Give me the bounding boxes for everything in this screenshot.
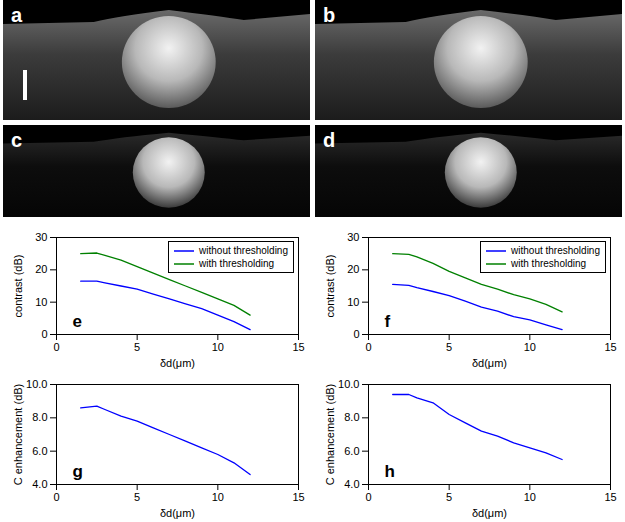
svg-text:g: g [73,462,83,481]
svg-text:20: 20 [35,263,47,275]
svg-text:5: 5 [446,341,452,353]
svg-text:4.0: 4.0 [344,478,359,490]
svg-text:5: 5 [134,341,140,353]
svg-text:8.0: 8.0 [32,411,47,423]
svg-text:c: c [11,129,22,151]
svg-text:5: 5 [446,491,452,503]
svg-text:δd(μm): δd(μm) [472,357,507,369]
svg-text:4.0: 4.0 [32,478,47,490]
svg-text:δd(μm): δd(μm) [160,507,195,519]
svg-text:C enhancement (dB): C enhancement (dB) [12,384,24,486]
svg-text:10: 10 [524,491,536,503]
svg-text:10.0: 10.0 [26,378,47,390]
svg-text:0: 0 [53,341,59,353]
svg-text:15: 15 [292,341,304,353]
html-text:without thresholding: without thresholding [199,245,288,256]
svg-text:d: d [323,129,335,151]
html-text:without thresholding: without thresholding [511,245,600,256]
svg-text:0: 0 [53,491,59,503]
svg-text:δd(μm): δd(μm) [160,357,195,369]
svg-text:6.0: 6.0 [32,445,47,457]
svg-text:e: e [73,312,82,331]
svg-text:10: 10 [212,341,224,353]
svg-text:δd(μm): δd(μm) [472,507,507,519]
svg-text:30: 30 [35,231,47,243]
svg-text:20: 20 [347,263,359,275]
svg-text:10.0: 10.0 [338,378,359,390]
svg-text:5: 5 [134,491,140,503]
svg-text:15: 15 [604,491,616,503]
svg-text:a: a [11,4,23,26]
svg-text:10: 10 [347,296,359,308]
svg-text:30: 30 [347,231,359,243]
svg-text:0: 0 [365,341,371,353]
svg-text:h: h [385,462,395,481]
svg-text:15: 15 [604,341,616,353]
svg-text:15: 15 [292,491,304,503]
svg-text:0: 0 [353,328,359,340]
svg-text:contrast (dB): contrast (dB) [12,255,24,318]
svg-text:0: 0 [41,328,47,340]
svg-text:8.0: 8.0 [344,411,359,423]
svg-text:contrast (dB): contrast (dB) [324,255,336,318]
svg-text:6.0: 6.0 [344,445,359,457]
svg-text:f: f [385,312,391,331]
svg-text:C enhancement (dB): C enhancement (dB) [324,384,336,486]
svg-text:0: 0 [365,491,371,503]
svg-text:10: 10 [35,296,47,308]
html-text:with thresholding: with thresholding [199,258,275,269]
svg-text:10: 10 [212,491,224,503]
html-text:with thresholding: with thresholding [511,258,587,269]
svg-text:10: 10 [524,341,536,353]
svg-text:b: b [323,4,335,26]
